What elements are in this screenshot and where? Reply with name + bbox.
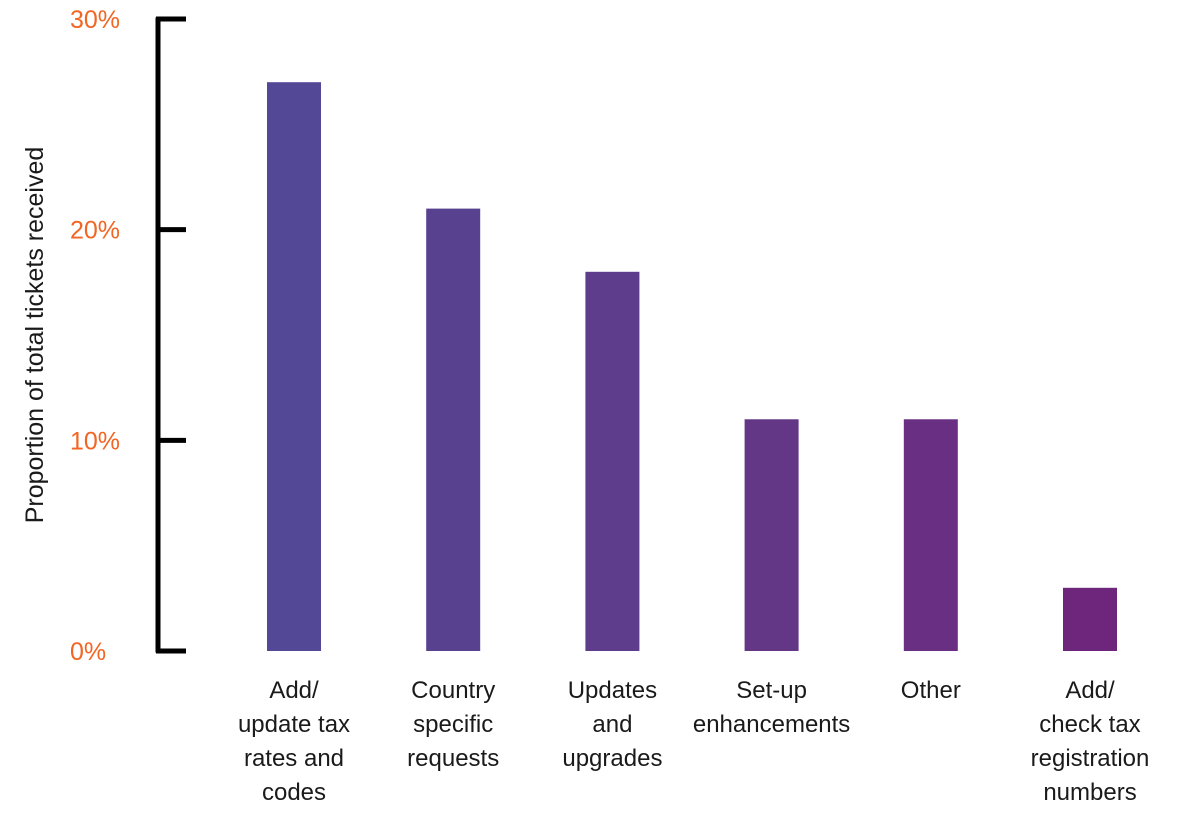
- y-tick-label: 20%: [70, 217, 120, 245]
- x-tick-label: Add/check tax registration numbers: [1031, 677, 1150, 806]
- bar: [744, 419, 799, 651]
- y-tick-label: 30%: [70, 6, 120, 34]
- x-tick-label: Set-up enhancements: [693, 677, 850, 738]
- y-tick-label: 0%: [70, 638, 106, 666]
- bar: [426, 208, 481, 651]
- x-tick-label: Add/update tax rates and codes: [238, 677, 350, 806]
- x-tick-label: Country specific requests: [407, 677, 499, 772]
- bars: [267, 82, 1117, 651]
- bar: [267, 82, 321, 651]
- bar: [1063, 587, 1117, 651]
- x-tick-label: Updates and upgrades: [562, 677, 662, 772]
- bar: [585, 271, 640, 651]
- y-axis-title: Proportion of total tickets received: [21, 147, 49, 524]
- y-tick-label: 10%: [70, 427, 120, 455]
- y-axis: 0% 10% 20% 30%: [70, 6, 186, 666]
- category-labels: Add/update tax rates and codes Country speci…: [238, 677, 1149, 806]
- x-tick-label: Other: [901, 677, 961, 704]
- bar: [903, 419, 958, 651]
